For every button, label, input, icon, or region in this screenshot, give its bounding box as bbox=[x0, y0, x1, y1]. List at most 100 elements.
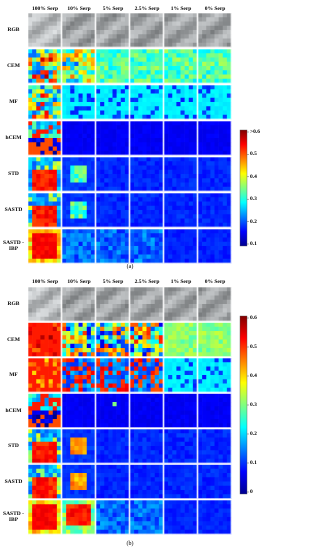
heatmap-cell bbox=[164, 415, 168, 420]
heatmap-cell bbox=[100, 210, 104, 215]
heatmap-cell bbox=[87, 102, 91, 107]
heatmap-cell bbox=[108, 183, 112, 188]
heatmap-cell bbox=[53, 455, 57, 460]
heatmap-cell bbox=[206, 442, 210, 447]
heatmap-cell bbox=[49, 335, 53, 340]
heatmap-cell bbox=[36, 138, 40, 143]
heatmap-cell bbox=[40, 473, 44, 478]
heatmap-cell bbox=[28, 367, 32, 372]
heatmap-cell bbox=[113, 106, 117, 111]
heatmap-cell bbox=[57, 371, 61, 376]
heatmap-cell bbox=[79, 250, 83, 255]
heatmap-cell bbox=[32, 433, 36, 438]
heatmap-cell bbox=[28, 193, 32, 198]
heatmap-cell bbox=[45, 450, 49, 455]
heatmap-cell bbox=[185, 161, 189, 166]
heatmap-cell bbox=[206, 210, 210, 215]
heatmap-cell bbox=[121, 106, 125, 111]
heatmap-cell bbox=[125, 53, 129, 58]
heatmap-cell bbox=[159, 62, 163, 67]
heatmap-cell bbox=[189, 62, 193, 67]
heatmap-cell bbox=[28, 287, 32, 292]
heatmap-cell bbox=[70, 151, 74, 156]
heatmap-cell bbox=[49, 125, 53, 130]
heatmap-cell bbox=[198, 157, 202, 162]
heatmap-cell bbox=[79, 142, 83, 147]
heatmap-cell bbox=[108, 419, 112, 424]
heatmap-cell bbox=[130, 255, 134, 260]
heatmap-cell bbox=[57, 98, 61, 103]
heatmap-cell bbox=[147, 202, 151, 207]
heatmap-cell bbox=[206, 423, 210, 428]
heatmap-cell bbox=[168, 348, 172, 353]
heatmap-cell bbox=[198, 291, 202, 296]
heatmap-cell bbox=[138, 442, 142, 447]
heatmap-cell bbox=[202, 134, 206, 139]
heatmap-cell bbox=[87, 317, 91, 322]
heatmap-cell bbox=[83, 115, 87, 120]
heatmap-cell bbox=[91, 446, 95, 451]
heatmap-cell bbox=[198, 327, 202, 332]
heatmap-cell bbox=[57, 178, 61, 183]
heatmap-cell bbox=[206, 34, 210, 39]
heatmap-cell bbox=[223, 384, 227, 389]
heatmap-cell bbox=[91, 442, 95, 447]
heatmap-cell bbox=[53, 178, 57, 183]
heatmap-cell bbox=[40, 210, 44, 215]
heatmap-cell bbox=[147, 89, 151, 94]
heatmap-cell bbox=[168, 43, 172, 48]
heatmap-cell bbox=[206, 335, 210, 340]
heatmap-cell bbox=[28, 75, 32, 80]
heatmap-cell bbox=[155, 115, 159, 120]
heatmap-cell bbox=[172, 469, 176, 474]
heatmap-cell bbox=[219, 446, 223, 451]
heatmap-cell bbox=[130, 30, 134, 35]
heatmap-cell bbox=[96, 34, 100, 39]
heatmap-cell bbox=[100, 22, 104, 27]
heatmap-cell bbox=[104, 219, 108, 224]
heatmap-cell bbox=[70, 89, 74, 94]
heatmap-cell bbox=[193, 39, 197, 44]
heatmap-cell bbox=[104, 379, 108, 384]
heatmap-cell bbox=[138, 300, 142, 305]
heatmap-cell bbox=[117, 183, 121, 188]
heatmap-cell bbox=[104, 442, 108, 447]
heatmap-cell bbox=[193, 398, 197, 403]
heatmap-cell bbox=[113, 223, 117, 228]
heatmap-cell bbox=[202, 43, 206, 48]
heatmap-cell bbox=[96, 482, 100, 487]
heatmap-cell bbox=[176, 327, 180, 332]
heatmap-cell bbox=[53, 89, 57, 94]
heatmap-cell bbox=[74, 442, 78, 447]
heatmap-cell bbox=[62, 287, 66, 292]
heatmap-cell bbox=[147, 39, 151, 44]
heatmap-cell bbox=[113, 70, 117, 75]
heatmap-cell bbox=[49, 406, 53, 411]
heatmap-cell bbox=[96, 13, 100, 18]
heatmap-cell bbox=[96, 317, 100, 322]
heatmap-cell bbox=[32, 178, 36, 183]
heatmap-cell bbox=[181, 111, 185, 116]
heatmap-cell bbox=[108, 34, 112, 39]
heatmap-cell bbox=[40, 429, 44, 434]
heatmap-cell bbox=[189, 327, 193, 332]
heatmap-cell bbox=[151, 490, 155, 495]
heatmap-cell bbox=[219, 388, 223, 393]
heatmap-cell bbox=[100, 30, 104, 35]
heatmap-cell bbox=[74, 58, 78, 63]
heatmap-cell bbox=[155, 490, 159, 495]
heatmap-cell bbox=[210, 438, 214, 443]
heatmap-cell bbox=[168, 115, 172, 120]
heatmap-cell bbox=[142, 411, 146, 416]
heatmap-cell bbox=[40, 39, 44, 44]
heatmap-cell bbox=[151, 371, 155, 376]
heatmap-cell bbox=[215, 202, 219, 207]
heatmap-cell bbox=[96, 486, 100, 491]
heatmap-cell bbox=[70, 358, 74, 363]
heatmap-cell bbox=[159, 438, 163, 443]
heatmap-cell bbox=[66, 94, 70, 99]
heatmap-cell bbox=[100, 138, 104, 143]
heatmap-cell bbox=[138, 111, 142, 116]
heatmap-cell bbox=[189, 94, 193, 99]
heatmap-cell bbox=[138, 178, 142, 183]
